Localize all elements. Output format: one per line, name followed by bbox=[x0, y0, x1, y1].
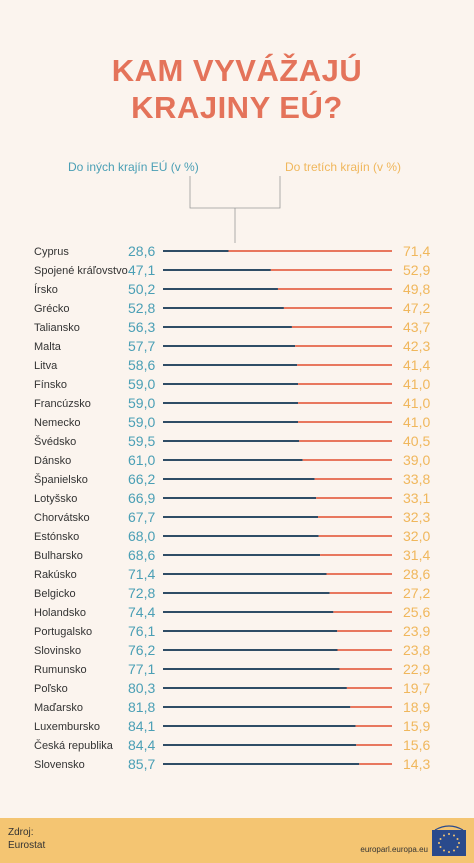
category-label: Írsko bbox=[34, 283, 58, 296]
eu-value-label: 76,2 bbox=[128, 642, 155, 658]
non-eu-value-label: 14,3 bbox=[403, 756, 430, 772]
eu-value-label: 71,4 bbox=[128, 566, 155, 582]
category-label: Portugalsko bbox=[34, 626, 92, 638]
eu-value-label: 72,8 bbox=[128, 585, 155, 601]
page-title: KAM VYVÁŽAJÚ KRAJINY EÚ? bbox=[0, 52, 474, 126]
european-parliament-logo bbox=[432, 825, 466, 856]
category-label: Maďarsko bbox=[34, 702, 83, 714]
non-eu-value-label: 32,3 bbox=[403, 509, 430, 525]
non-eu-value-label: 22,9 bbox=[403, 661, 430, 677]
category-label: Švédsko bbox=[34, 435, 76, 448]
category-label: Dánsko bbox=[34, 455, 71, 467]
non-eu-value-label: 41,0 bbox=[403, 376, 430, 392]
eu-value-label: 59,0 bbox=[128, 395, 155, 411]
legend-eu-label: Do iných krajín EÚ (v %) bbox=[68, 160, 199, 174]
source-label: Zdroj: bbox=[8, 827, 34, 838]
eu-value-label: 77,1 bbox=[128, 661, 155, 677]
eu-value-label: 66,9 bbox=[128, 490, 155, 506]
category-label: Rakúsko bbox=[34, 569, 77, 581]
non-eu-value-label: 23,8 bbox=[403, 642, 430, 658]
non-eu-value-label: 41,0 bbox=[403, 395, 430, 411]
category-label: Malta bbox=[34, 341, 62, 353]
eu-value-label: 59,0 bbox=[128, 376, 155, 392]
eu-value-label: 66,2 bbox=[128, 471, 155, 487]
category-label: Rumunsko bbox=[34, 664, 87, 676]
non-eu-value-label: 27,2 bbox=[403, 585, 430, 601]
non-eu-value-label: 52,9 bbox=[403, 262, 430, 278]
category-label: Luxembursko bbox=[34, 721, 100, 733]
category-label: Nemecko bbox=[34, 417, 80, 429]
non-eu-value-label: 33,1 bbox=[403, 490, 430, 506]
category-label: Belgicko bbox=[34, 588, 76, 600]
legend-connector bbox=[189, 176, 281, 243]
non-eu-value-label: 32,0 bbox=[403, 528, 430, 544]
non-eu-value-label: 49,8 bbox=[403, 281, 430, 297]
eu-value-label: 47,1 bbox=[128, 262, 155, 278]
eu-value-label: 52,8 bbox=[128, 300, 155, 316]
category-label: Chorvátsko bbox=[34, 512, 90, 524]
non-eu-value-label: 28,6 bbox=[403, 566, 430, 582]
category-label: Francúzsko bbox=[34, 398, 91, 410]
eu-value-label: 50,2 bbox=[128, 281, 155, 297]
category-label: Spojené kráľovstvo bbox=[34, 265, 128, 277]
category-label: Holandsko bbox=[34, 607, 86, 619]
category-label: Bulharsko bbox=[34, 550, 83, 562]
eu-value-label: 59,5 bbox=[128, 433, 155, 449]
non-eu-value-label: 41,4 bbox=[403, 357, 430, 373]
title-line-2: KRAJINY EÚ? bbox=[131, 90, 343, 125]
eu-value-label: 81,8 bbox=[128, 699, 155, 715]
source-value: Eurostat bbox=[8, 840, 46, 851]
eu-value-label: 28,6 bbox=[128, 243, 155, 259]
eu-value-label: 76,1 bbox=[128, 623, 155, 639]
category-label: Španielsko bbox=[34, 473, 88, 486]
non-eu-value-label: 43,7 bbox=[403, 319, 430, 335]
category-label: Lotyšsko bbox=[34, 493, 77, 505]
site-url: europarl.europa.eu bbox=[360, 845, 428, 854]
non-eu-value-label: 25,6 bbox=[403, 604, 430, 620]
category-label: Cyprus bbox=[34, 246, 69, 258]
non-eu-value-label: 15,6 bbox=[403, 737, 430, 753]
non-eu-value-label: 15,9 bbox=[403, 718, 430, 734]
non-eu-value-label: 18,9 bbox=[403, 699, 430, 715]
eu-value-label: 56,3 bbox=[128, 319, 155, 335]
eu-value-label: 59,0 bbox=[128, 414, 155, 430]
non-eu-value-label: 19,7 bbox=[403, 680, 430, 696]
category-label: Grécko bbox=[34, 303, 69, 315]
stacked-bar-chart: Cyprus 28,6 71,4 Spojené kráľovstvo 47,1 52,9… bbox=[34, 176, 430, 772]
eu-value-label: 67,7 bbox=[128, 509, 155, 525]
chart-rows: Cyprus 28,6 71,4 Spojené kráľovstvo 47,1 52,9… bbox=[34, 243, 430, 772]
footer: Zdroj: Eurostat europarl.europa.eu bbox=[0, 818, 474, 863]
eu-value-label: 85,7 bbox=[128, 756, 155, 772]
non-eu-value-label: 41,0 bbox=[403, 414, 430, 430]
source-note: Zdroj: Eurostat bbox=[8, 826, 45, 852]
eu-value-label: 58,6 bbox=[128, 357, 155, 373]
category-label: Slovensko bbox=[34, 759, 85, 771]
non-eu-value-label: 23,9 bbox=[403, 623, 430, 639]
non-eu-value-label: 40,5 bbox=[403, 433, 430, 449]
category-label: Poľsko bbox=[34, 683, 68, 695]
eu-value-label: 84,4 bbox=[128, 737, 155, 753]
category-label: Fínsko bbox=[34, 379, 67, 391]
eu-value-label: 61,0 bbox=[128, 452, 155, 468]
eu-value-label: 68,0 bbox=[128, 528, 155, 544]
legend-non-eu-label: Do tretích krajín (v %) bbox=[285, 160, 402, 174]
category-label: Estónsko bbox=[34, 531, 79, 543]
non-eu-value-label: 31,4 bbox=[403, 547, 430, 563]
category-label: Česká republika bbox=[34, 739, 114, 752]
eu-value-label: 84,1 bbox=[128, 718, 155, 734]
non-eu-value-label: 47,2 bbox=[403, 300, 430, 316]
non-eu-value-label: 42,3 bbox=[403, 338, 430, 354]
eu-value-label: 57,7 bbox=[128, 338, 155, 354]
non-eu-value-label: 71,4 bbox=[403, 243, 430, 259]
non-eu-value-label: 39,0 bbox=[403, 452, 430, 468]
eu-value-label: 74,4 bbox=[128, 604, 155, 620]
title-line-1: KAM VYVÁŽAJÚ bbox=[111, 53, 363, 88]
eu-value-label: 80,3 bbox=[128, 680, 155, 696]
category-label: Taliansko bbox=[34, 322, 80, 334]
eu-value-label: 68,6 bbox=[128, 547, 155, 563]
non-eu-value-label: 33,8 bbox=[403, 471, 430, 487]
category-label: Litva bbox=[34, 360, 58, 372]
category-label: Slovinsko bbox=[34, 645, 81, 657]
